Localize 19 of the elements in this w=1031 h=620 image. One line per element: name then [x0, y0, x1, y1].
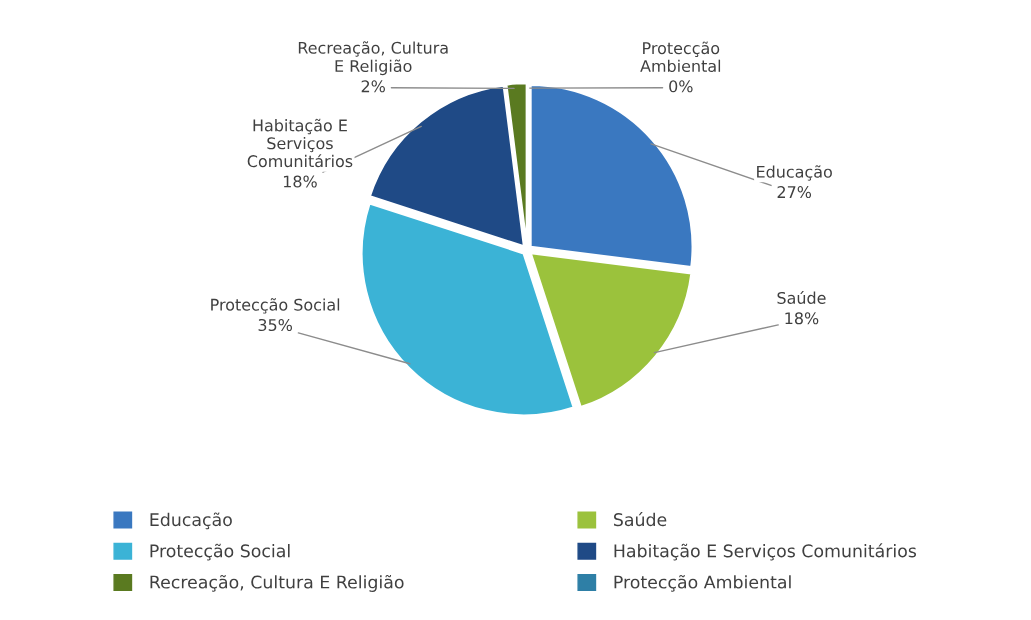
data-label: 27%	[777, 186, 812, 199]
slice-label: Habitação E Serviços Comunitários	[247, 118, 353, 168]
data-label: 35%	[258, 318, 292, 332]
legend-label: Protecção Social	[150, 543, 290, 561]
slice-label: Protecção Social	[211, 298, 340, 314]
legend-label: Recreação, Cultura E Religião	[150, 574, 404, 592]
slice-label: Recreação, Cultura E Religião	[298, 41, 448, 76]
legend-label: Educação	[150, 512, 232, 530]
text: 0%	[669, 80, 693, 93]
category-label: Protecção Ambiental	[640, 41, 721, 73]
data-label: 18%	[785, 312, 819, 325]
pie-slice	[529, 252, 693, 409]
slice-label: Saúde	[777, 290, 826, 304]
data-label: 18%	[283, 175, 317, 188]
legend-label: Habitação E Serviços Comunitários	[614, 543, 917, 561]
data-label: 2%	[361, 80, 385, 93]
slice-label: Educação	[757, 165, 832, 181]
legend-label: Saúde	[614, 512, 667, 527]
legend-label: Protecção Ambiental	[614, 574, 791, 592]
